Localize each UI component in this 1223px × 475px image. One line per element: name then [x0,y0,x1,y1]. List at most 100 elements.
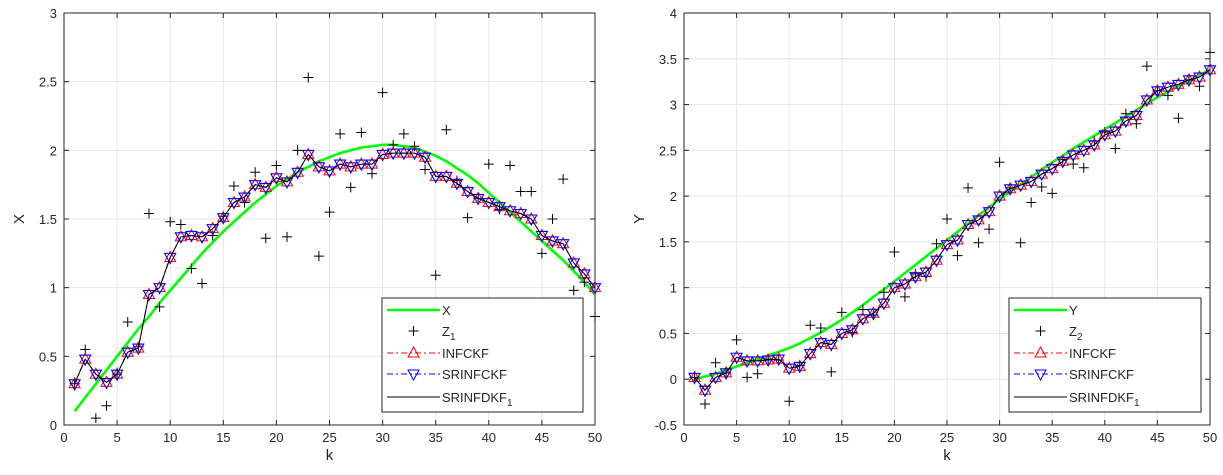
infckf-point [461,184,474,197]
infckf-point [238,189,251,202]
infckf-point [142,287,156,300]
y-tick-label: 3.5 [659,52,677,67]
measurement-point [250,167,261,178]
infckf-point [450,176,464,188]
srinfckf-point [803,349,817,361]
y-tick-label: 1 [50,281,57,296]
srinfckf-point [291,167,305,180]
infckf-point [751,353,764,366]
legend-label: SRINFCKF [1069,367,1134,382]
y-tick-label: 1.5 [39,212,57,227]
measurement-point [973,237,984,248]
srinfckf-point [259,182,273,195]
measurement-point [899,291,910,302]
measurement-point [590,311,600,322]
srinfckf-point [163,252,177,265]
legend-label-subscript: 1 [507,398,513,409]
chart-1: 0 5 10 15 20 25 30 35 40 45 5000.511.522.53kXXZ1IN… [11,6,602,464]
measurement-point [1078,162,1089,173]
srinfckf-point [227,197,241,210]
srinfckf-point [386,148,400,161]
x-tick-label: 20 [269,430,283,445]
measurement-point [335,128,346,139]
srinfckf-point [376,149,390,162]
infckf-point [803,346,817,359]
measurement-point [122,317,133,327]
measurement-point [154,301,165,312]
legend-label-main: Y [1069,303,1078,318]
infckf-point [761,352,775,365]
x-tick-label: 40 [482,430,496,445]
measurement-point [282,231,293,242]
series-srinfdkf-line [74,152,596,384]
y-tick-label: 0.5 [659,326,677,341]
measurement-point [430,270,441,281]
x-tick-label: 50 [1203,430,1217,445]
srinfckf-point [588,283,602,295]
srinfckf-point [814,338,828,350]
srinfckf-point [280,177,294,190]
x-tick-label: 25 [322,430,336,445]
legend-swatch-triangle-up [1034,345,1047,358]
measurement-point [815,322,826,333]
legend-label-main: INFCKF [1069,346,1116,361]
legend-item: SRINFCKF [387,367,507,382]
legend-swatch-plus [1035,326,1046,336]
x-tick-label: 15 [835,430,849,445]
srinfckf-point [856,314,870,326]
srinfckf-point [1035,169,1049,182]
infckf-point [312,159,326,172]
legend-label-subscript: 2 [1077,332,1083,343]
x-tick-label: 0 [60,430,67,445]
infckf-point [898,276,912,289]
infckf-point [730,350,743,362]
x-tick-label: 50 [588,430,602,445]
measurement-point [388,139,399,150]
y-tick-label: 2.5 [39,75,57,90]
measurement-point [377,87,388,98]
measurement-point [526,186,537,197]
srinfckf-point [397,148,411,161]
legend-item: Y [1014,303,1078,318]
measurement-point [143,208,154,219]
legend-item: INFCKF [387,345,489,361]
infckf-point [110,367,124,379]
srinfckf-point [761,355,775,368]
x-tick-label: 20 [887,430,901,445]
measurement-point [558,174,569,185]
srinfckf-point [567,258,581,271]
srinfckf-point [740,356,754,369]
infckf-point [1140,92,1154,105]
srinfckf-point [961,219,975,232]
srinfckf-point [930,255,943,268]
infckf-point [1056,154,1070,166]
srinfckf-point [1056,156,1070,169]
x-tick-label: 35 [1045,430,1059,445]
infckf-point [429,169,443,181]
measurement-point [836,307,847,318]
measurement-point [826,366,837,377]
srinfckf-point [887,283,901,295]
legend-label: Z2 [1069,324,1083,343]
measurement-point [1026,197,1037,208]
measurement-point [784,396,795,407]
infckf-point [1087,137,1101,150]
measurement-point [931,238,942,249]
srinfckf-point [1119,116,1133,129]
legend-label-main: SRINFCKF [1069,367,1134,382]
infckf-point [578,266,591,279]
y-tick-label: 3 [670,98,677,113]
srinfckf-point [110,369,124,382]
infckf-point [793,359,807,371]
srinfckf-point [556,239,570,251]
infckf-point [68,376,81,389]
srinfckf-point [940,240,954,252]
measurement-point [303,72,314,83]
srinfckf-point [450,178,464,191]
y-axis-label: Y [631,214,648,224]
y-tick-label: 2 [50,143,57,158]
measurement-point [1036,181,1047,192]
legend-item: INFCKF [1014,345,1116,361]
x-tick-label: 0 [680,430,687,445]
x-axis-label: k [943,447,951,464]
